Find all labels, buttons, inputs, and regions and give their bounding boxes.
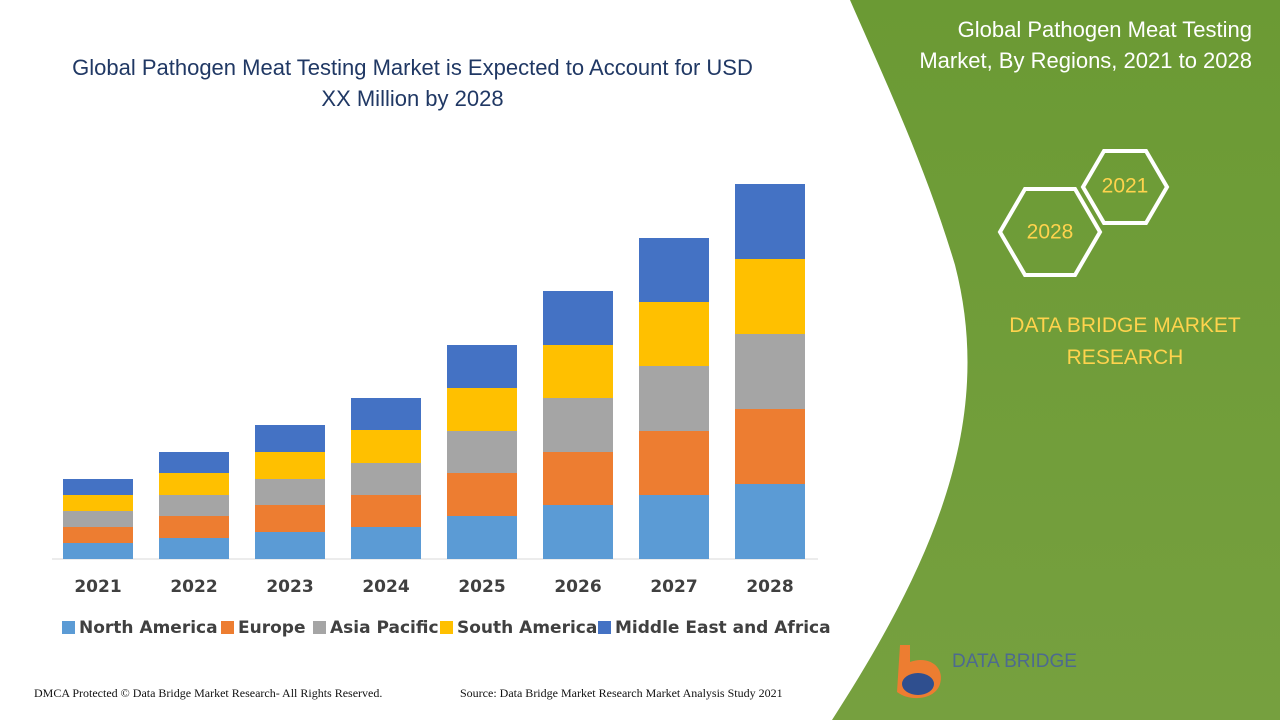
bar-segment [639,302,709,366]
x-tick-label: 2027 [650,577,697,597]
x-tick-label: 2028 [746,577,793,597]
bar-segment [735,484,805,559]
bar-segment [543,398,613,452]
bar-segment [63,527,133,543]
hexagon [1080,149,1170,225]
bar-segment [255,425,325,452]
bar-segment [159,538,229,559]
bar-segment [159,452,229,473]
bar-segment [639,366,709,431]
bar-segment [447,473,517,516]
bar-segment [351,495,421,527]
bar-segment [351,398,421,430]
x-tick-label: 2025 [458,577,505,597]
footer-left: DMCA Protected © Data Bridge Market Rese… [34,686,383,700]
bar-segment [351,527,421,559]
bar-segment [735,409,805,484]
bar-segment [255,505,325,532]
bar-segment [639,238,709,302]
legend-swatch [440,621,453,634]
bar-segment [735,184,805,259]
bar-segment [63,495,133,511]
legend-swatch [221,621,234,634]
logo-text: DATA BRIDGE [952,651,1077,672]
bar-segment [735,259,805,334]
bar-segment [447,431,517,473]
bar-segment [447,516,517,559]
bar-segment [63,511,133,527]
bar-segment [159,516,229,538]
x-tick-label: 2023 [266,577,313,597]
side-panel [832,0,1280,720]
legend-swatch [598,621,611,634]
hexagon-label: 2028 [1027,221,1074,244]
x-tick-label: 2021 [74,577,121,597]
bar-segment [351,430,421,463]
bar-segment [63,479,133,495]
logo-mark [902,673,934,695]
bar-segment [543,452,613,505]
legend-swatch [62,621,75,634]
panel-title: Global Pathogen Meat Testing Market, By … [919,17,1252,73]
legend-label: North America [79,618,218,638]
bar-segment [255,479,325,505]
bar-segment [543,291,613,345]
bar-segment [255,452,325,479]
brand-name: DATA BRIDGE MARKET RESEARCH [1009,314,1241,369]
bar-segment [159,473,229,495]
bar-segment [735,334,805,409]
legend-label: Middle East and Africa [615,618,831,638]
x-tick-label: 2026 [554,577,601,597]
bar-segment [159,495,229,516]
legend-label: South America [457,618,597,638]
chart-title: Global Pathogen Meat Testing Market is E… [72,55,753,111]
x-tick-label: 2024 [362,577,409,597]
bar-segment [447,345,517,388]
bar-segment [543,505,613,559]
bar-segment [255,532,325,559]
footer-right: Source: Data Bridge Market Research Mark… [460,686,783,700]
bar-segment [639,431,709,495]
x-tick-label: 2022 [170,577,217,597]
bar-segment [351,463,421,495]
bar-segment [63,543,133,559]
hexagon-label: 2021 [1102,175,1149,198]
legend-swatch [313,621,326,634]
legend-label: Asia Pacific [330,618,439,638]
bar-segment [639,495,709,559]
legend-label: Europe [238,618,305,638]
bar-segment [543,345,613,398]
bar-segment [447,388,517,431]
hexagon [997,187,1103,277]
